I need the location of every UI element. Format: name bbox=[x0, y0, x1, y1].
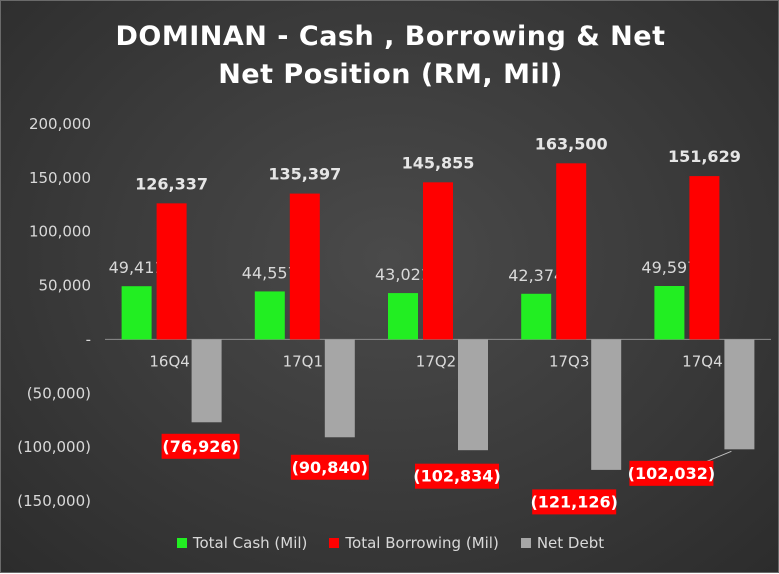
chart-subtitle: Net Position (RM, Mil) bbox=[218, 59, 563, 90]
y-tick-label: 150,000 bbox=[29, 169, 91, 187]
bar-cash bbox=[521, 293, 552, 340]
data-label-cash: 43,021 bbox=[375, 265, 431, 284]
bar-borrowing bbox=[423, 182, 453, 340]
data-label-box bbox=[161, 433, 240, 459]
data-label-net-debt: (76,926) bbox=[162, 437, 238, 456]
data-label-borrowing: 151,629 bbox=[668, 147, 741, 166]
x-tick-label: 16Q4 bbox=[149, 352, 189, 370]
data-label-box bbox=[415, 463, 499, 489]
legend-label-borrowing: Total Borrowing (Mil) bbox=[345, 534, 499, 552]
bar-borrowing bbox=[556, 163, 587, 340]
y-tick-label: (100,000) bbox=[17, 438, 91, 456]
data-label-cash: 49,411 bbox=[109, 258, 165, 277]
y-tick-label: (50,000) bbox=[27, 384, 91, 402]
bar-net-debt bbox=[591, 339, 622, 470]
y-tick-label: 50,000 bbox=[39, 277, 92, 295]
bar-net-debt bbox=[324, 339, 355, 438]
legend-item-net-debt: Net Debt bbox=[520, 534, 605, 552]
bar-cash bbox=[388, 293, 418, 340]
bar-net-debt bbox=[458, 339, 488, 451]
legend-swatch-cash bbox=[176, 538, 187, 548]
data-label-box bbox=[532, 489, 617, 515]
y-tick-label: 100,000 bbox=[29, 223, 91, 241]
bar-net-debt bbox=[191, 339, 222, 423]
bar-cash bbox=[654, 286, 685, 340]
y-tick-label: (150,000) bbox=[17, 492, 91, 510]
legend-label-cash: Total Cash (Mil) bbox=[192, 534, 308, 552]
x-tick-label: 17Q2 bbox=[416, 352, 456, 370]
legend-label-net-debt: Net Debt bbox=[536, 534, 605, 552]
y-tick-label: - bbox=[86, 330, 91, 348]
bar-cash bbox=[121, 286, 152, 340]
chart-legend: Total Cash (Mil) Total Borrowing (Mil) N… bbox=[1, 534, 779, 552]
legend-item-cash: Total Cash (Mil) bbox=[176, 534, 308, 552]
data-label-net-debt: (102,032) bbox=[628, 464, 716, 483]
data-label-borrowing: 163,500 bbox=[535, 134, 608, 153]
data-label-net-debt: (121,126) bbox=[530, 492, 618, 511]
data-label-borrowing: 126,337 bbox=[135, 174, 208, 193]
data-label-cash: 44,557 bbox=[242, 263, 298, 282]
legend-swatch-net-debt bbox=[520, 538, 531, 548]
data-label-cash: 42,374 bbox=[508, 266, 564, 285]
bar-cash bbox=[254, 291, 285, 340]
data-label-borrowing: 135,397 bbox=[268, 165, 341, 184]
bar-borrowing bbox=[689, 176, 720, 340]
x-tick-label: 17Q3 bbox=[549, 352, 589, 370]
chart-title: DOMINAN - Cash , Borrowing & Net bbox=[115, 21, 666, 52]
data-label-borrowing: 145,855 bbox=[402, 153, 475, 172]
data-label-cash: 49,597 bbox=[641, 258, 697, 277]
data-label-net-debt: (102,834) bbox=[413, 467, 501, 486]
x-tick-label: 17Q1 bbox=[283, 352, 323, 370]
bar-borrowing bbox=[289, 193, 320, 340]
data-label-box bbox=[290, 454, 369, 480]
legend-swatch-borrowing bbox=[329, 538, 340, 548]
data-label-box bbox=[629, 460, 714, 486]
bar-net-debt bbox=[724, 339, 755, 450]
data-label-net-debt: (90,840) bbox=[292, 458, 368, 477]
bar-borrowing bbox=[156, 203, 187, 340]
y-tick-label: 200,000 bbox=[29, 115, 91, 133]
legend-item-borrowing: Total Borrowing (Mil) bbox=[329, 534, 499, 552]
x-tick-label: 17Q4 bbox=[682, 352, 722, 370]
